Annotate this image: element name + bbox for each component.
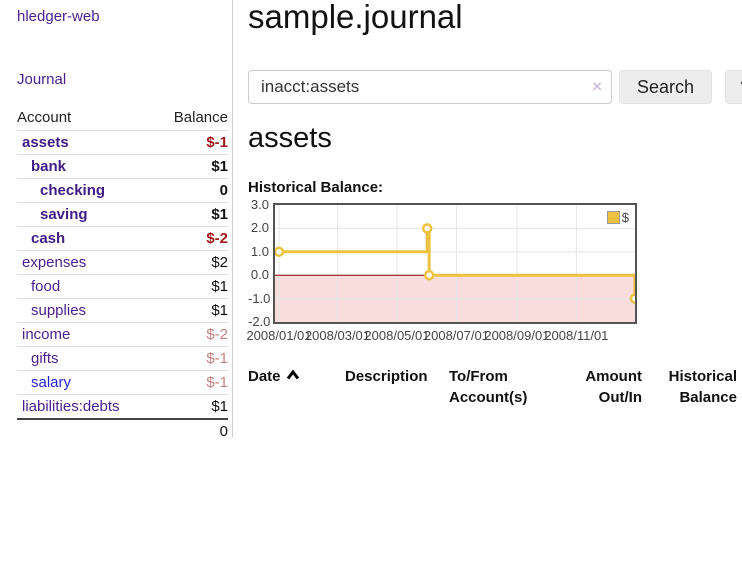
search-bar: × Search ? <box>248 70 742 104</box>
x-axis-tick-label: 2008/07/01 <box>423 328 489 343</box>
chart-label: Historical Balance: <box>248 179 384 196</box>
account-link[interactable]: bank <box>31 158 67 175</box>
accounts-column-header: Account <box>17 109 72 126</box>
sidebar-item-journal[interactable]: Journal <box>17 71 67 88</box>
account-row: salary $-1 <box>17 370 228 395</box>
account-link[interactable]: income <box>22 326 71 343</box>
account-balance: $2 <box>155 250 228 275</box>
clear-search-icon[interactable]: × <box>592 77 602 96</box>
account-balance: $1 <box>155 154 228 179</box>
account-link[interactable]: gifts <box>31 350 59 367</box>
account-link[interactable]: salary <box>31 374 72 391</box>
account-balance: $1 <box>155 394 228 419</box>
account-page-title: assets <box>248 122 332 154</box>
account-row: income $-2 <box>17 322 228 347</box>
column-header-amount[interactable]: Amount Out/In <box>585 368 642 406</box>
sidebar: hledger-web Journal Account Balance asse… <box>0 0 233 443</box>
y-axis-tick-label: 0.0 <box>250 267 269 283</box>
accounts-total-value: 0 <box>155 418 228 443</box>
column-header-balance[interactable]: Historical Balance <box>668 368 737 406</box>
account-link[interactable]: cash <box>31 230 66 247</box>
account-balance: $-1 <box>155 130 228 155</box>
data-point-marker <box>423 269 435 281</box>
y-axis-tick-label: 3.0 <box>250 197 269 212</box>
account-link[interactable]: assets <box>22 134 69 151</box>
account-balance: $1 <box>155 274 228 299</box>
sort-ascending-icon <box>286 366 300 387</box>
data-point-marker <box>629 293 635 304</box>
register-table: Date Description To/From Account(s) Amou… <box>248 364 737 413</box>
y-axis-tick-label: 2.0 <box>250 220 269 236</box>
x-axis-tick-label: 2008/03/01 <box>304 328 371 343</box>
help-button[interactable]: ? <box>725 70 742 104</box>
account-row: liabilities:debts $1 <box>17 394 228 419</box>
column-header-description[interactable]: Description <box>345 368 428 385</box>
accounts-balance-table: Account Balance assets $-1 bank $1 checking 0… <box>17 106 228 443</box>
account-row: food $1 <box>17 274 228 299</box>
data-point-marker <box>275 246 285 258</box>
account-row: saving $1 <box>17 202 228 227</box>
accounts-total-spacer <box>17 418 156 443</box>
register-header-row: Date Description To/From Account(s) Amou… <box>248 364 737 413</box>
page-title: sample.journal <box>248 0 463 35</box>
account-row: supplies $1 <box>17 298 228 323</box>
account-row: checking 0 <box>17 178 228 203</box>
account-row: expenses $2 <box>17 250 228 275</box>
x-axis-tick-label: 2008/11/01 <box>544 328 609 343</box>
search-input-wrap: × <box>248 70 612 104</box>
x-axis-tick-label: 2008/05/01 <box>364 328 430 343</box>
account-balance: $1 <box>155 298 228 323</box>
column-header-date[interactable]: Date <box>248 364 345 413</box>
accounts-table-body: assets $-1 bank $1 checking 0 saving $1 cash $-2 e… <box>17 130 228 419</box>
account-balance: $-2 <box>155 322 228 347</box>
account-balance: $1 <box>155 202 228 227</box>
search-button[interactable]: Search <box>619 70 713 104</box>
account-row: gifts $-1 <box>17 346 228 371</box>
chart-legend: $ <box>606 210 629 225</box>
account-balance: $-2 <box>155 226 228 251</box>
accounts-total-row: 0 <box>17 418 228 443</box>
data-point-marker <box>421 223 433 234</box>
y-axis-tick-label: 1.0 <box>250 243 269 259</box>
y-axis-tick-label: -2.0 <box>248 314 271 329</box>
account-link[interactable]: liabilities:debts <box>22 398 120 415</box>
column-header-accounts[interactable]: To/From Account(s) <box>449 368 528 406</box>
historical-balance-chart: $ 3.0 2.0 1.0 0.0 -1.0 -2.0 2008/01/01 2008/03/… <box>246 197 648 348</box>
y-axis-tick-label: -1.0 <box>248 290 271 306</box>
balance-column-header: Balance <box>173 109 228 126</box>
legend-label: $ <box>621 210 629 225</box>
account-row: assets $-1 <box>17 130 228 155</box>
account-row: cash $-2 <box>17 226 228 251</box>
chart-canvas <box>275 205 635 322</box>
account-link[interactable]: saving <box>40 206 88 223</box>
account-link[interactable]: food <box>31 278 61 295</box>
brand-link[interactable]: hledger-web <box>17 8 100 25</box>
account-link[interactable]: supplies <box>31 302 87 319</box>
account-link[interactable]: checking <box>40 182 106 199</box>
account-balance: $-1 <box>155 346 228 371</box>
search-input[interactable] <box>248 70 612 104</box>
legend-swatch-icon <box>606 211 620 224</box>
account-balance: $-1 <box>155 370 228 395</box>
x-axis-tick-label: 2008/01/01 <box>246 328 312 343</box>
chart-plot: $ <box>273 203 637 324</box>
account-balance: 0 <box>155 178 228 203</box>
account-row: bank $1 <box>17 154 228 179</box>
account-link[interactable]: expenses <box>22 254 87 271</box>
x-axis-tick-label: 2008/09/01 <box>484 328 550 343</box>
accounts-table-header-row: Account Balance <box>17 106 228 131</box>
